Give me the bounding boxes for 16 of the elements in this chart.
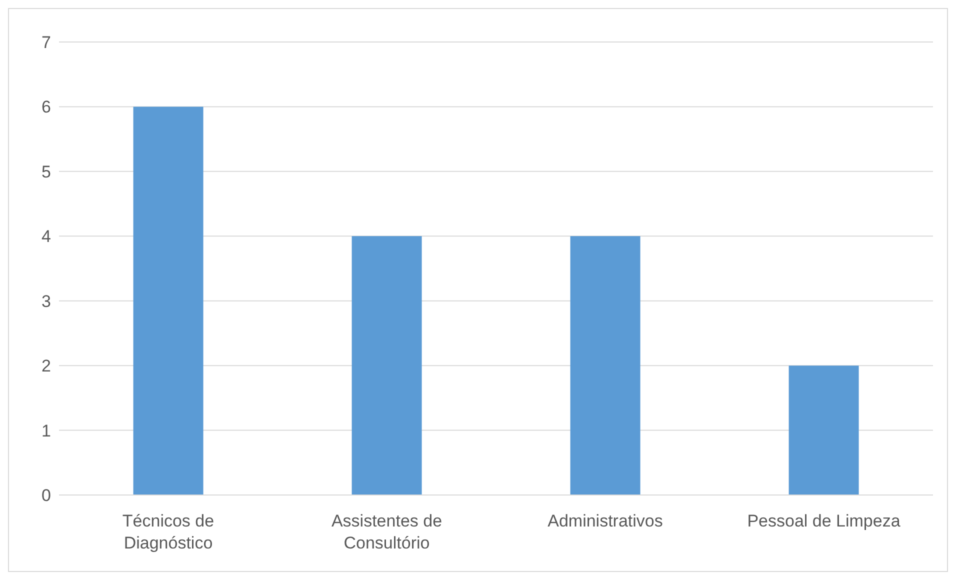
x-tick-label: Técnicos de Diagnóstico xyxy=(122,511,214,552)
bar xyxy=(133,106,204,495)
y-tick-label: 0 xyxy=(42,486,51,506)
y-tick-label: 3 xyxy=(42,292,51,311)
bar xyxy=(352,236,422,495)
bar xyxy=(570,236,640,495)
y-tick-label: 7 xyxy=(42,33,51,52)
y-tick-label: 1 xyxy=(42,421,51,440)
y-tick-label: 2 xyxy=(42,356,51,376)
x-tick-label: Administrativos xyxy=(548,511,663,530)
y-tick-label: 4 xyxy=(42,227,51,246)
bar xyxy=(788,366,859,495)
y-tick-label: 6 xyxy=(42,98,51,117)
x-tick-label: Pessoal de Limpeza xyxy=(747,511,901,530)
y-tick-label: 5 xyxy=(42,162,51,182)
x-tick-label: Assistentes de Consultório xyxy=(331,511,442,552)
